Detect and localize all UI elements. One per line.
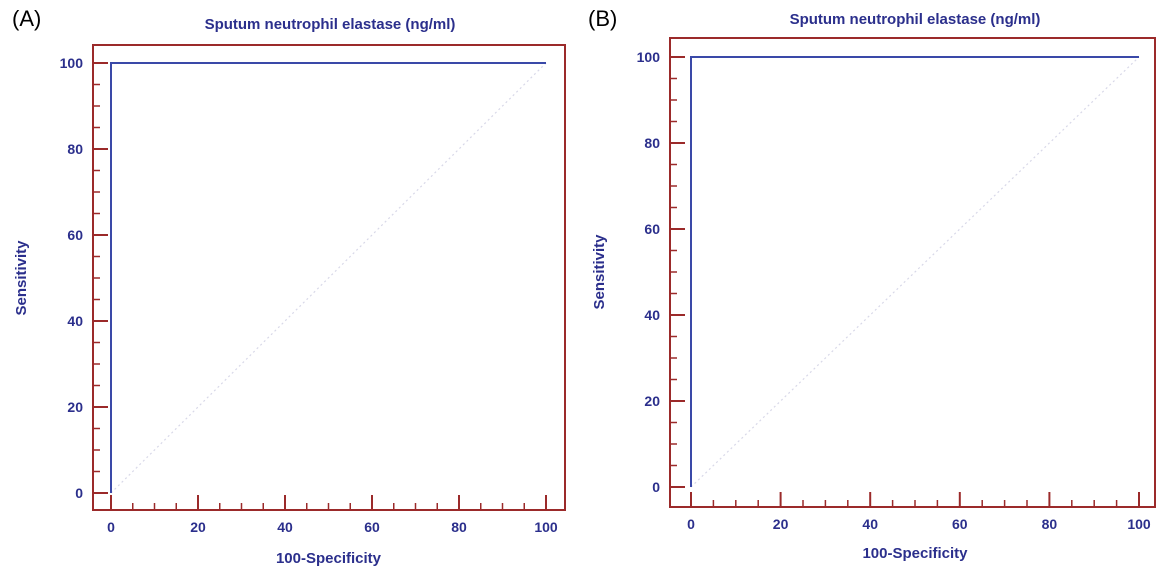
y-tick-label: 80 <box>67 141 83 157</box>
chart-panel-a: Sputum neutrophil elastase (ng/ml) 100-Sp… <box>13 16 566 567</box>
panel-label-b: (B) <box>588 6 618 31</box>
x-tick-label: 0 <box>107 519 115 535</box>
chart-panel-b: Sputum neutrophil elastase (ng/ml) 100-Sp… <box>591 11 1156 562</box>
x-tick-label: 20 <box>190 519 206 535</box>
y-tick-label: 100 <box>60 55 84 71</box>
roc-curve <box>110 62 546 493</box>
y-tick-label: 40 <box>644 307 660 323</box>
x-tick-label: 20 <box>773 516 789 532</box>
y-tick-label: 100 <box>637 49 661 65</box>
y-tick-label: 0 <box>652 479 660 495</box>
x-tick-label: 60 <box>952 516 968 532</box>
panel-label-a: (A) <box>12 6 42 31</box>
y-tick-label: 40 <box>67 313 83 329</box>
plot-frame <box>669 37 1156 508</box>
y-tick-label: 60 <box>67 227 83 243</box>
x-tick-label: 40 <box>277 519 293 535</box>
y-tick-label: 20 <box>67 399 83 415</box>
y-tick-label: 80 <box>644 135 660 151</box>
x-tick-label: 80 <box>451 519 467 535</box>
roc-curve <box>690 56 1139 487</box>
x-axis-label: 100-Specificity <box>862 545 968 562</box>
y-axis-label: Sensitivity <box>591 234 608 310</box>
x-tick-label: 100 <box>1127 516 1151 532</box>
x-axis-label: 100-Specificity <box>276 550 382 567</box>
reference-diagonal <box>110 62 547 494</box>
x-tick-label: 100 <box>534 519 558 535</box>
x-tick-label: 60 <box>364 519 380 535</box>
chart-title: Sputum neutrophil elastase (ng/ml) <box>790 11 1041 28</box>
y-tick-label: 0 <box>75 485 83 501</box>
x-tick-label: 0 <box>687 516 695 532</box>
chart-title: Sputum neutrophil elastase (ng/ml) <box>205 16 456 33</box>
y-tick-label: 60 <box>644 221 660 237</box>
reference-diagonal <box>690 56 1140 488</box>
y-tick-label: 20 <box>644 393 660 409</box>
x-tick-label: 80 <box>1042 516 1058 532</box>
x-tick-label: 40 <box>862 516 878 532</box>
y-axis-label: Sensitivity <box>13 240 30 316</box>
